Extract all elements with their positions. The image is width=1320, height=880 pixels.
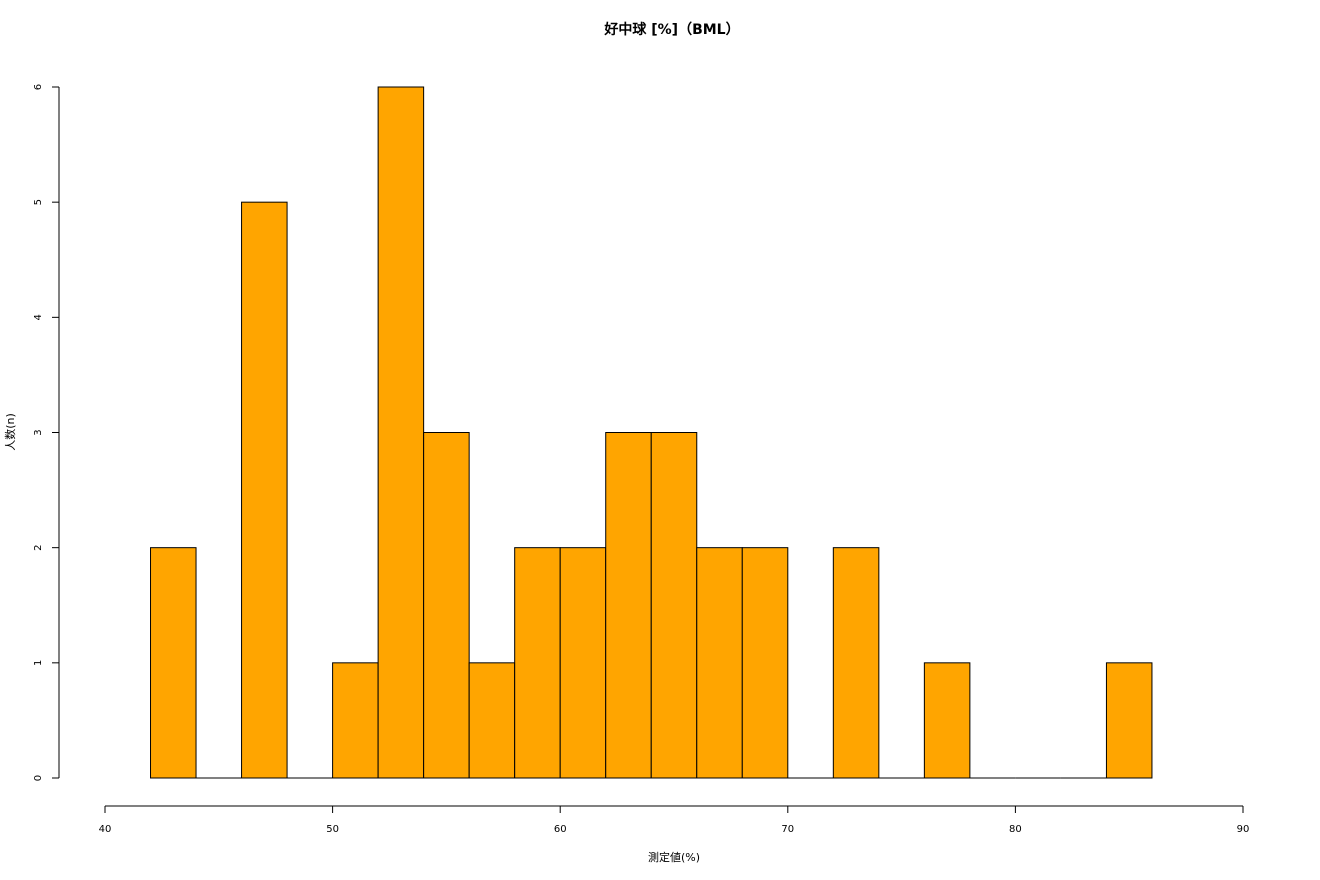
y-tick-label-5: 5 (33, 199, 44, 205)
histogram-bar-0 (150, 547, 197, 779)
histogram-bar-13 (741, 547, 789, 779)
histogram-bar-4 (332, 662, 379, 779)
histogram-bar-17 (923, 662, 971, 779)
x-tick-label-70: 70 (781, 824, 794, 835)
x-axis: 40 50 60 70 80 90 (99, 805, 1250, 835)
histogram-bar-15 (832, 547, 880, 779)
y-tick-label-4: 4 (33, 314, 44, 320)
histogram-bar-9 (559, 547, 607, 779)
y-tick-label-2: 2 (33, 544, 44, 550)
x-axis-label: 測定値(%) (648, 850, 700, 864)
y-axis: 0 1 2 3 4 5 6 (33, 84, 60, 781)
histogram-bar-11 (650, 432, 698, 779)
histogram-bar-10 (605, 432, 652, 779)
bars-layer (150, 86, 1153, 779)
x-tick-label-40: 40 (99, 824, 112, 835)
y-tick-label-0: 0 (33, 775, 44, 781)
histogram-bar-7 (468, 662, 516, 779)
histogram-bar-2 (241, 201, 288, 779)
histogram-bar-6 (423, 432, 470, 779)
x-tick-label-50: 50 (326, 824, 339, 835)
x-tick-label-80: 80 (1009, 824, 1022, 835)
chart-title: 好中球 [%]（BML） (603, 21, 739, 38)
histogram-bar-12 (696, 547, 743, 779)
y-axis-label: 人数(n) (4, 413, 17, 451)
y-tick-label-6: 6 (33, 84, 44, 90)
histogram-bar-21 (1105, 662, 1153, 779)
y-tick-label-3: 3 (33, 429, 44, 435)
x-tick-label-90: 90 (1237, 824, 1250, 835)
histogram-bar-8 (514, 547, 561, 779)
histogram-bar-5 (377, 86, 425, 779)
x-tick-label-60: 60 (554, 824, 567, 835)
y-tick-label-1: 1 (33, 660, 44, 666)
